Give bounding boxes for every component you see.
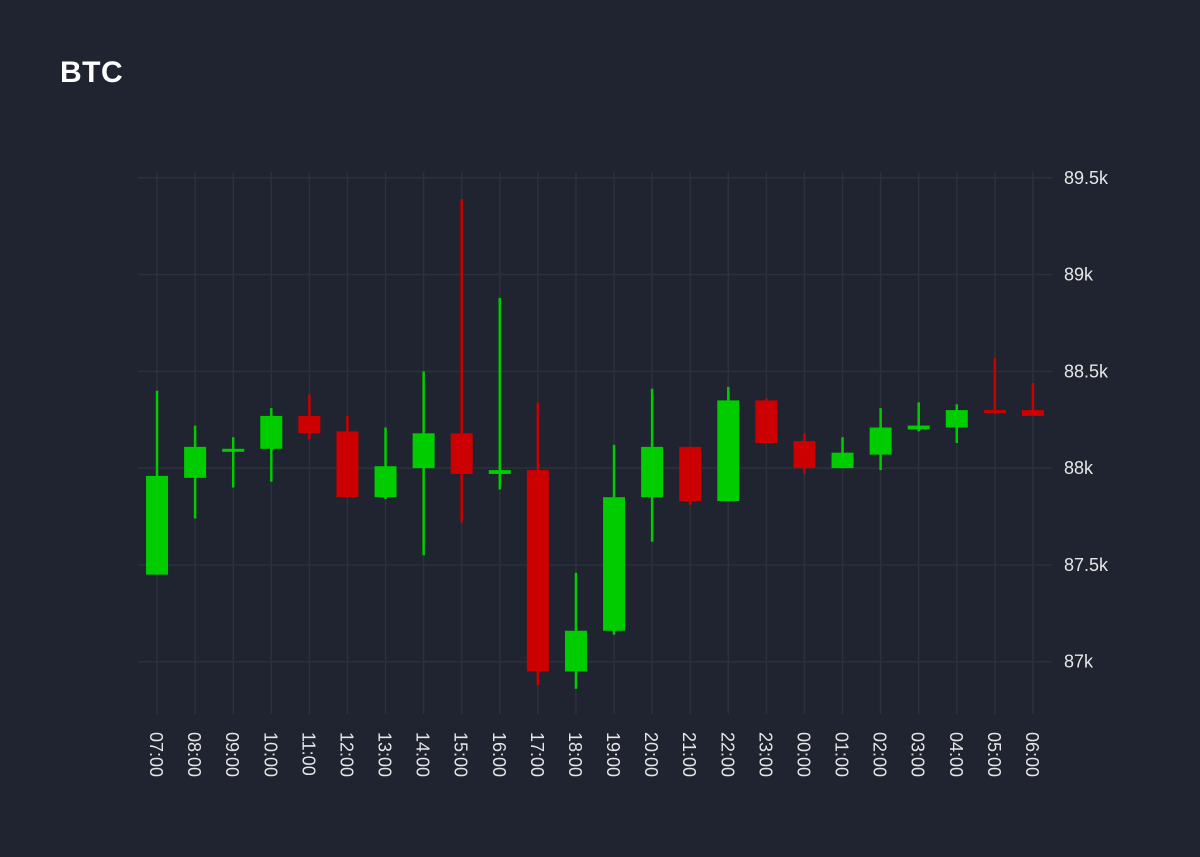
candle-body xyxy=(755,400,778,443)
candle-1200 xyxy=(336,415,359,498)
candle-body xyxy=(336,431,359,498)
candle-body xyxy=(564,630,587,672)
x-tick-label: 23:00 xyxy=(755,732,775,777)
x-tick-label: 11:00 xyxy=(298,732,318,776)
candle-0800 xyxy=(184,425,207,519)
chart-title: BTC xyxy=(60,56,124,89)
x-tick-label: 06:00 xyxy=(1022,732,1042,777)
candle-2100 xyxy=(679,446,702,505)
y-tick-label: 89.5k xyxy=(1064,168,1109,188)
candle-0700 xyxy=(146,390,169,575)
x-tick-label: 19:00 xyxy=(603,732,623,777)
x-tick-label: 07:00 xyxy=(146,732,166,777)
y-tick-label: 88k xyxy=(1064,458,1094,478)
candle-body xyxy=(717,400,740,502)
candle-0300 xyxy=(907,402,930,432)
candle-2000 xyxy=(641,388,664,542)
candle-body xyxy=(831,452,854,469)
candle-1800 xyxy=(564,572,587,689)
x-tick-label: 16:00 xyxy=(489,732,509,777)
y-tick-label: 89k xyxy=(1064,265,1094,285)
candle-body xyxy=(374,466,397,498)
candle-1900 xyxy=(603,444,626,635)
candle-body xyxy=(603,497,626,631)
candle-1500 xyxy=(450,199,473,523)
candles xyxy=(146,199,1044,689)
candle-1600 xyxy=(488,297,511,490)
candle-body xyxy=(641,446,664,498)
candle-1300 xyxy=(374,427,397,500)
candle-body xyxy=(679,446,702,502)
candle-1400 xyxy=(412,371,435,556)
candle-body xyxy=(1021,410,1044,416)
x-axis: 07:00 08:00 09:00 10:00 11:00 12:00 13:00 14:00… xyxy=(146,732,1042,777)
x-tick-label: 17:00 xyxy=(527,732,547,777)
x-tick-label: 02:00 xyxy=(870,732,890,777)
candle-body xyxy=(793,441,816,469)
candle-body xyxy=(222,448,245,452)
x-tick-label: 13:00 xyxy=(375,732,395,777)
x-tick-label: 22:00 xyxy=(717,732,737,777)
candle-body xyxy=(184,446,207,478)
x-tick-label: 03:00 xyxy=(908,732,928,777)
candle-0200 xyxy=(869,408,892,471)
candle-1100 xyxy=(298,394,321,440)
candle-body xyxy=(488,470,511,474)
candle-body xyxy=(450,433,473,474)
x-tick-label: 00:00 xyxy=(793,732,813,777)
x-tick-label: 21:00 xyxy=(679,732,699,777)
candle-1700 xyxy=(526,402,549,685)
x-tick-label: 15:00 xyxy=(451,732,471,777)
candle-body xyxy=(412,433,435,469)
x-tick-label: 18:00 xyxy=(565,732,585,777)
candle-1000 xyxy=(260,408,283,482)
x-tick-label: 04:00 xyxy=(946,732,966,777)
candle-0600 xyxy=(1021,382,1044,416)
x-tick-label: 05:00 xyxy=(984,732,1004,777)
x-tick-label: 09:00 xyxy=(222,732,242,777)
x-tick-label: 08:00 xyxy=(184,732,204,777)
candle-body xyxy=(983,410,1006,414)
candle-0400 xyxy=(945,404,968,443)
candle-body xyxy=(260,415,283,449)
y-axis: 87k 87.5k 88k 88.5k 89k 89.5k xyxy=(1064,168,1109,672)
candle-2200 xyxy=(717,386,740,502)
x-tick-label: 20:00 xyxy=(641,732,661,777)
y-tick-label: 88.5k xyxy=(1064,361,1109,381)
y-tick-label: 87.5k xyxy=(1064,555,1109,575)
candle-body xyxy=(945,410,968,428)
candle-0500 xyxy=(983,357,1006,414)
x-tick-label: 01:00 xyxy=(832,732,852,777)
candle-0900 xyxy=(222,437,245,488)
candle-body xyxy=(146,475,169,575)
x-tick-label: 10:00 xyxy=(260,732,280,777)
candle-body xyxy=(907,425,930,430)
x-tick-label: 12:00 xyxy=(336,732,356,777)
candle-2300 xyxy=(755,398,778,443)
candle-0100 xyxy=(831,437,854,469)
candle-body xyxy=(869,427,892,455)
x-tick-label: 14:00 xyxy=(413,732,433,777)
candle-body xyxy=(526,470,549,672)
y-tick-label: 87k xyxy=(1064,652,1094,672)
candle-0000 xyxy=(793,433,816,474)
candle-body xyxy=(298,415,321,434)
